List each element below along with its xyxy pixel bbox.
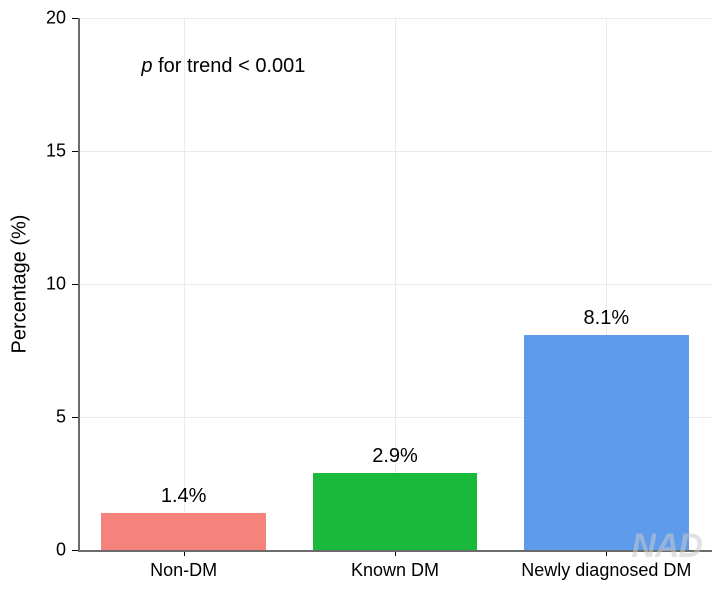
chart-container: Percentage (%) 05101520Non-DM1.4%Known D… [0, 0, 720, 600]
bar-value-label: 2.9% [372, 445, 418, 468]
grid-line [184, 18, 185, 550]
x-tick-label: Non-DM [150, 560, 217, 581]
y-tick-label: 10 [0, 274, 66, 295]
y-tick-label: 20 [0, 8, 66, 29]
plot-area [78, 18, 712, 550]
watermark: NAD [631, 527, 702, 566]
bar [313, 473, 478, 550]
bar [524, 335, 689, 550]
y-tick-label: 0 [0, 540, 66, 561]
grid-line [395, 18, 396, 550]
bar [101, 513, 266, 550]
y-tick-label: 5 [0, 407, 66, 428]
bar-value-label: 1.4% [161, 485, 207, 508]
p-trend-annotation: p for trend < 0.001 [141, 55, 305, 78]
bar-value-label: 8.1% [584, 307, 630, 330]
y-tick-label: 15 [0, 141, 66, 162]
x-tick-label: Known DM [351, 560, 439, 581]
y-axis-line [78, 18, 80, 550]
x-axis-line [78, 550, 712, 552]
